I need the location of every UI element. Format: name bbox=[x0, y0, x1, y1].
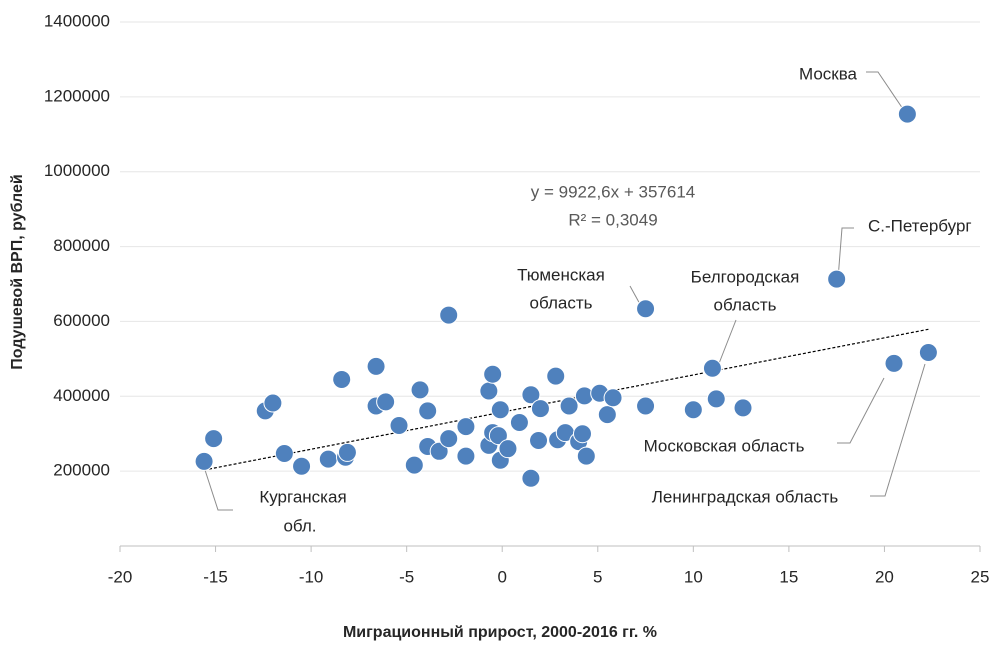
x-tick-label: -20 bbox=[108, 567, 133, 586]
point bbox=[509, 412, 529, 432]
point bbox=[292, 456, 312, 476]
leader-line bbox=[204, 469, 233, 511]
leader-line bbox=[717, 319, 737, 367]
x-tick-label: 10 bbox=[684, 567, 703, 586]
point bbox=[529, 430, 549, 450]
y-tick-label: 800000 bbox=[53, 236, 110, 255]
x-tick-label: 25 bbox=[971, 567, 990, 586]
x-tick-label: 20 bbox=[875, 567, 894, 586]
annotation: Белгородская bbox=[691, 267, 800, 286]
point bbox=[439, 305, 459, 325]
trend-r2: R² = 0,3049 bbox=[568, 210, 657, 229]
point bbox=[827, 269, 847, 289]
point bbox=[429, 441, 449, 461]
x-tick-label: 0 bbox=[497, 567, 506, 586]
point bbox=[366, 356, 386, 376]
point bbox=[404, 455, 424, 475]
annotation: область bbox=[714, 295, 777, 314]
point bbox=[918, 342, 938, 362]
y-tick-label: 1200000 bbox=[44, 86, 110, 105]
y-axis-title: Подушевой ВРП, рублей bbox=[9, 174, 26, 369]
annotation: область bbox=[530, 293, 593, 312]
point bbox=[483, 364, 503, 384]
point bbox=[490, 400, 510, 420]
point bbox=[702, 358, 722, 378]
point bbox=[733, 398, 753, 418]
annotation: Ленинградская область bbox=[652, 487, 839, 506]
point bbox=[636, 299, 656, 319]
point bbox=[376, 392, 396, 412]
point bbox=[897, 104, 917, 124]
point bbox=[521, 385, 541, 405]
point bbox=[479, 381, 499, 401]
leader-line bbox=[866, 71, 906, 113]
leader-line bbox=[837, 377, 885, 444]
point bbox=[603, 388, 623, 408]
y-tick-label: 1400000 bbox=[44, 11, 110, 30]
point bbox=[683, 400, 703, 420]
point bbox=[332, 369, 352, 389]
x-tick-label: -15 bbox=[203, 567, 228, 586]
leader-line bbox=[870, 363, 926, 497]
annotation: Московская область bbox=[644, 436, 805, 455]
trend-equation: y = 9922,6x + 357614 bbox=[531, 182, 695, 201]
x-tick-label: 5 bbox=[593, 567, 602, 586]
point bbox=[546, 366, 566, 386]
point bbox=[418, 401, 438, 421]
point bbox=[456, 446, 476, 466]
x-tick-label: 15 bbox=[779, 567, 798, 586]
annotation: обл. bbox=[283, 516, 316, 535]
x-axis-title: Миграционный прирост, 2000-2016 гг. % bbox=[343, 624, 657, 641]
y-tick-label: 400000 bbox=[53, 386, 110, 405]
y-tick-label: 1000000 bbox=[44, 161, 110, 180]
point bbox=[597, 405, 617, 425]
point bbox=[263, 393, 283, 413]
point bbox=[706, 389, 726, 409]
y-tick-label: 600000 bbox=[53, 311, 110, 330]
leader-line bbox=[837, 227, 854, 280]
point bbox=[488, 426, 508, 446]
point bbox=[439, 429, 459, 449]
annotation: С.-Петербург bbox=[868, 216, 972, 235]
point bbox=[521, 468, 541, 488]
point bbox=[194, 451, 214, 471]
point bbox=[389, 415, 409, 435]
trendline bbox=[203, 328, 929, 471]
point bbox=[572, 424, 592, 444]
x-tick-label: -5 bbox=[399, 567, 414, 586]
point bbox=[884, 353, 904, 373]
point bbox=[559, 396, 579, 416]
point bbox=[636, 396, 656, 416]
annotation: Курганская bbox=[259, 487, 346, 506]
point bbox=[204, 429, 224, 449]
point bbox=[530, 399, 550, 419]
annotation: Тюменская bbox=[517, 265, 605, 284]
grid bbox=[120, 21, 980, 472]
x-tick-label: -10 bbox=[299, 567, 324, 586]
point bbox=[456, 417, 476, 437]
point bbox=[498, 439, 518, 459]
point bbox=[318, 449, 338, 469]
point bbox=[410, 380, 430, 400]
point bbox=[337, 442, 357, 462]
annotation: Москва bbox=[799, 64, 858, 83]
point bbox=[274, 444, 294, 464]
point bbox=[576, 446, 596, 466]
y-tick-label: 200000 bbox=[53, 461, 110, 480]
